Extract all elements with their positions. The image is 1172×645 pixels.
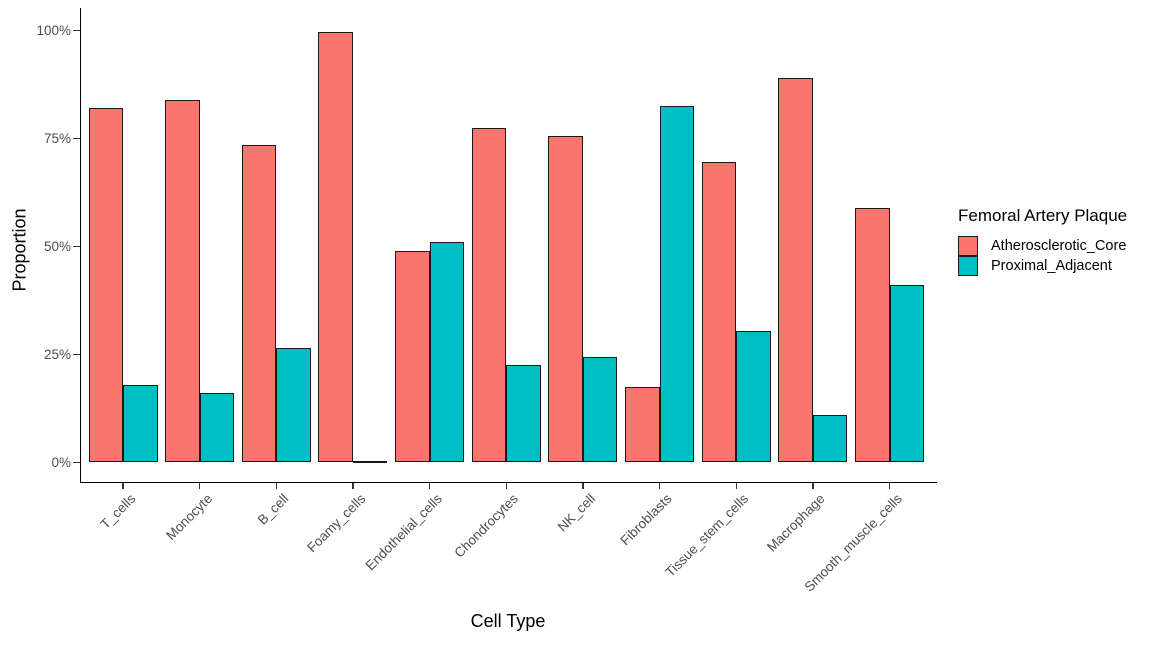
x-axis-tick (812, 483, 814, 489)
y-axis-tick (73, 29, 80, 32)
bar-Atherosclerotic_Core-Foamy_cells (318, 31, 353, 463)
bar-Proximal_Adjacent-T_cells (123, 384, 158, 463)
x-axis-tick (428, 483, 431, 489)
bar-Atherosclerotic_Core-Macrophage (778, 78, 813, 463)
bar-Proximal_Adjacent-Macrophage (812, 414, 848, 463)
legend-swatch-proximal-adjacent (958, 256, 978, 276)
bar-Atherosclerotic_Core-Fibroblasts (625, 386, 660, 463)
y-axis-title: Proportion (9, 208, 30, 292)
y-tick-label: 50% (43, 238, 71, 254)
bar-Proximal_Adjacent-Smooth_muscle_cells (889, 285, 924, 463)
x-tick-label: NK_cell (554, 491, 599, 535)
x-tick-label: T_cells (97, 491, 139, 532)
y-tick-label: 100% (36, 22, 71, 38)
x-tick-label: B_cell (254, 491, 292, 528)
bar-Proximal_Adjacent-Foamy_cells (352, 461, 388, 464)
x-axis-tick (505, 483, 507, 489)
x-axis-tick (888, 483, 891, 489)
x-axis-tick (582, 483, 584, 489)
x-tick-label: Endothelial_cells (362, 491, 445, 574)
y-axis-tick (73, 461, 80, 464)
bar-Atherosclerotic_Core-Monocyte (165, 99, 200, 463)
legend-label: Proximal_Adjacent (991, 258, 1112, 274)
y-tick-label: 25% (43, 346, 71, 362)
x-axis-tick (122, 483, 124, 489)
y-axis-tick (73, 245, 80, 248)
x-axis-tick (735, 483, 737, 489)
x-axis-tick (198, 483, 201, 489)
legend-item-proximal-adjacent: Proximal_Adjacent (958, 256, 1127, 276)
bar-Proximal_Adjacent-B_cell (276, 348, 311, 463)
legend-swatch-atherosclerotic-core (958, 236, 978, 256)
x-axis-tick (658, 483, 661, 489)
bar-Proximal_Adjacent-Tissue_stem_cells (736, 330, 771, 463)
y-axis-tick (73, 137, 80, 140)
x-tick-label: Fibroblasts (617, 491, 675, 549)
x-tick-label: Chondrocytes (451, 491, 522, 561)
legend: Femoral Artery Plaque Atherosclerotic_Co… (958, 206, 1127, 276)
legend-item-atherosclerotic-core: Atherosclerotic_Core (958, 236, 1127, 256)
bar-Proximal_Adjacent-Endothelial_cells (429, 242, 465, 463)
x-tick-label: Monocyte (162, 491, 215, 543)
bar-Proximal_Adjacent-Fibroblasts (659, 106, 695, 463)
bar-Proximal_Adjacent-Monocyte (199, 393, 235, 463)
bar-Atherosclerotic_Core-NK_cell (548, 136, 583, 463)
bar-Atherosclerotic_Core-Smooth_muscle_cells (855, 207, 890, 463)
x-axis-title: Cell Type (470, 611, 546, 631)
bar-Proximal_Adjacent-Chondrocytes (506, 365, 541, 463)
bar-Proximal_Adjacent-NK_cell (582, 356, 618, 463)
x-tick-label: Foamy_cells (303, 491, 369, 556)
legend-label: Atherosclerotic_Core (991, 238, 1127, 254)
x-tick-label: Macrophage (764, 491, 828, 555)
bar-Atherosclerotic_Core-Chondrocytes (471, 127, 507, 463)
x-axis-tick (275, 483, 277, 489)
legend-title: Femoral Artery Plaque (958, 206, 1128, 225)
bar-Atherosclerotic_Core-T_cells (88, 108, 123, 463)
y-tick-label: 75% (43, 130, 71, 146)
x-tick-label: Tissue_stem_cells (662, 491, 752, 580)
y-tick-label: 0% (51, 454, 71, 470)
plot-panel (73, 8, 937, 489)
bar-Atherosclerotic_Core-B_cell (241, 144, 277, 463)
bar-Atherosclerotic_Core-Tissue_stem_cells (701, 162, 737, 463)
bar-Atherosclerotic_Core-Endothelial_cells (395, 250, 430, 463)
x-axis-tick (352, 483, 354, 489)
y-axis-tick (73, 353, 80, 356)
